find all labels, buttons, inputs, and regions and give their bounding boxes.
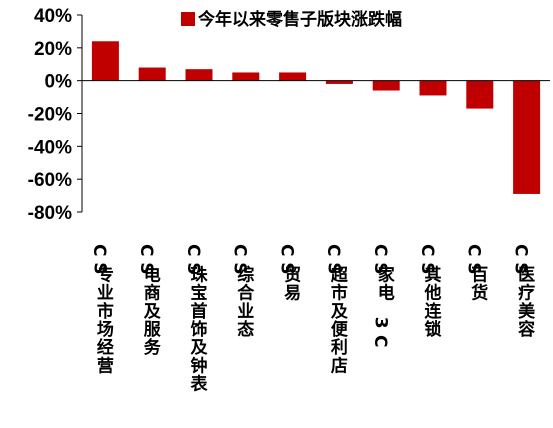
y-tick-label: -60% [28,170,72,191]
y-tick-label: -80% [28,203,72,224]
bar [325,80,353,84]
y-tick-label: -40% [28,137,72,158]
bar [185,69,213,81]
x-category-label: C S百货 [464,244,489,304]
x-category-label: C S家电 3 C [370,244,395,347]
x-axis: C S专业市场经营 C S电商及服务 C S珠宝首饰及钟表 C S综合业态 C S贸易 C S超市及便… [82,80,550,395]
bars [91,41,541,194]
x-category-label: C S超市及便利店 [323,244,349,376]
x-category-label: C S珠宝首饰及钟表 [183,244,209,395]
bar [138,67,166,81]
y-tick-label: -20% [28,105,72,126]
y-tick-label: 20% [34,39,72,60]
bar [372,80,400,91]
legend: 今年以来零售子版块涨跌幅 [181,9,402,30]
bar [91,41,119,81]
bar [513,80,541,194]
bar [419,80,447,96]
bar [466,80,494,109]
bar [232,72,260,81]
legend-label: 今年以来零售子版块涨跌幅 [198,9,402,30]
x-category-label: C S电商及服务 [136,244,162,358]
x-category-label: C S贸易 [276,244,301,304]
y-axis: 40% 20% 0% -20% -40% -60% -80% [28,6,83,224]
bar [279,72,307,81]
legend-swatch [181,12,195,26]
y-tick-label: 40% [34,6,72,27]
x-category-label: C S综合业态 [230,244,256,340]
x-category-label: C S其他连锁 [417,244,443,340]
x-category-label: C S专业市场经营 [89,244,114,376]
y-tick-label: 0% [45,72,73,93]
x-category-label: C S医疗美容 [510,244,536,340]
